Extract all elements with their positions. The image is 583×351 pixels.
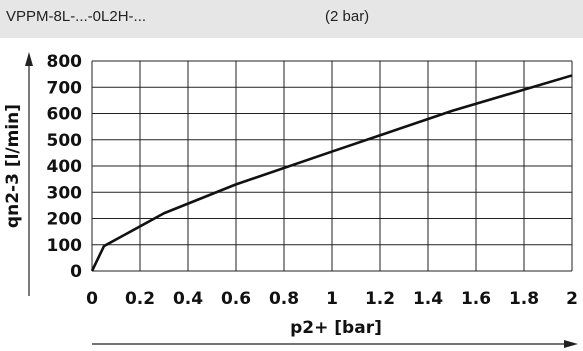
x-tick-label: 0.2 — [125, 289, 155, 309]
y-tick-label: 700 — [47, 78, 83, 98]
x-tick-label: 2 — [566, 289, 578, 309]
y-tick-label: 300 — [47, 183, 83, 203]
x-tick-label: 0.8 — [269, 289, 299, 309]
y-axis-arrowhead — [25, 52, 33, 66]
chart-series — [90, 74, 573, 272]
x-tick-label: 1.8 — [509, 289, 539, 309]
y-tick-label: 500 — [47, 131, 83, 151]
series-line — [90, 74, 573, 272]
chart-axes — [25, 52, 578, 348]
x-tick-label: 0.6 — [221, 289, 251, 309]
y-tick-label: 400 — [47, 157, 83, 177]
chart-grid — [91, 60, 573, 272]
x-axis-label: p2+ [bar] — [290, 318, 382, 338]
y-tick-label: 600 — [47, 105, 83, 125]
x-tick-label: 1.2 — [365, 289, 395, 309]
model-label: VPPM-8L-...-0L2H-... — [6, 8, 147, 25]
y-tick-label: 0 — [70, 262, 82, 282]
x-tick-label: 1.6 — [461, 289, 491, 309]
y-tick-label: 100 — [47, 236, 83, 256]
x-axis-arrowhead — [564, 340, 578, 348]
y-tick-label: 800 — [47, 52, 83, 72]
chart-tick-labels: 0 0.2 0.4 0.6 0.8 1 1.2 1.4 1.6 1.8 2 0 100 200 300 400… — [47, 52, 578, 309]
x-tick-label: 1.4 — [413, 289, 443, 309]
x-tick-label: 0 — [86, 289, 98, 309]
y-axis-label: qn2-3 [l/min] — [3, 104, 23, 228]
chart-header: VPPM-8L-...-0L2H-... (2 bar) — [0, 0, 583, 38]
x-tick-label: 0.4 — [173, 289, 203, 309]
x-tick-label: 1 — [326, 289, 338, 309]
y-tick-label: 200 — [47, 210, 83, 230]
pressure-label: (2 bar) — [325, 8, 370, 25]
